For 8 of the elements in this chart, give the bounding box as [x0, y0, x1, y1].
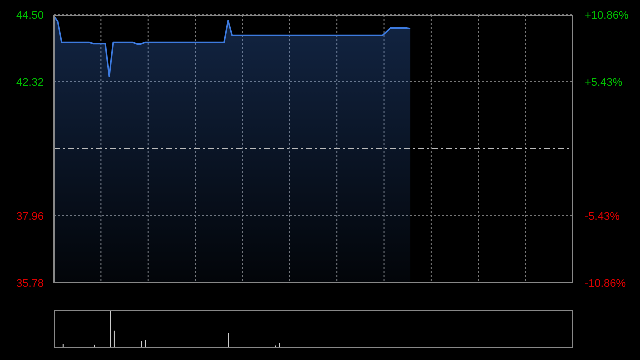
- y-tick-label: 35.78: [16, 278, 44, 290]
- y-tick-label: 44.50: [16, 10, 44, 22]
- y2-tick-label: -10.86%: [585, 278, 626, 290]
- y-tick-label: 42.32: [16, 77, 44, 89]
- y-tick-label: 37.96: [16, 211, 44, 223]
- y2-tick-label: +5.43%: [585, 77, 623, 89]
- y2-tick-label: -5.43%: [585, 211, 620, 223]
- y2-tick-label: +10.86%: [585, 10, 629, 22]
